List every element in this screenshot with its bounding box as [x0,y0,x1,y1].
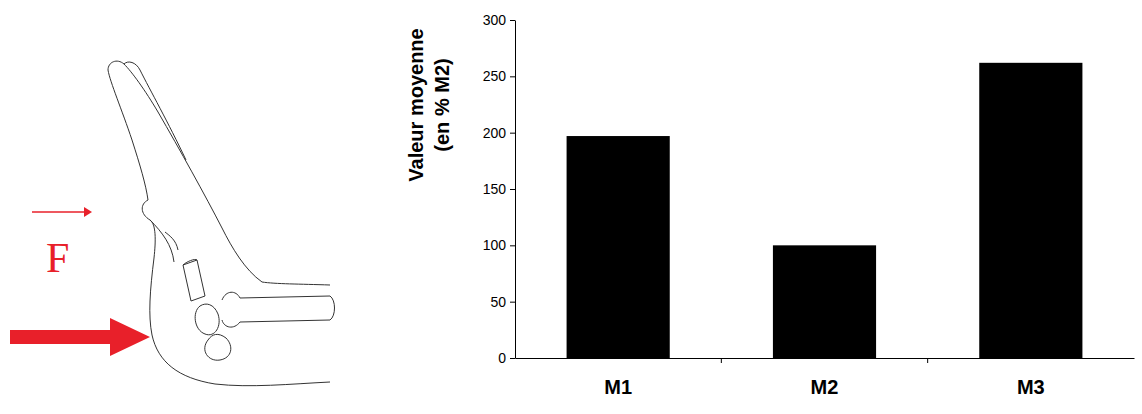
hand-illustration [10,61,335,386]
y-axis: 0 50 100 150 200 250 300 [483,12,516,366]
x-tick: M1 [604,358,632,398]
vector-arrowhead [84,207,92,217]
thumb-crease [165,232,178,250]
bone [183,260,205,301]
y-tick-mark [510,245,515,246]
y-tick-label: 0 [498,350,506,366]
bone [183,259,197,265]
x-tick: M2 [811,358,839,398]
category-divider [927,358,928,363]
y-tick: 150 [483,181,515,197]
x-axis-line [516,358,1135,359]
y-tick-label: 200 [483,125,507,141]
bone [330,296,335,320]
y-tick-label: 50 [490,294,506,310]
y-tick: 250 [483,68,515,84]
x-tick-label: M1 [604,376,632,398]
chart: F 0 50 100 150 200 250 300 M1 M2 M3 Valeur moyenne(… [0,0,1142,414]
bar [567,136,670,358]
y-tick-mark [510,302,515,303]
y-tick-mark [510,76,515,77]
y-tick: 50 [490,294,515,310]
y-tick: 100 [483,237,515,253]
y-tick: 200 [483,125,515,141]
y-axis-title-line: (en % M2) [431,58,453,151]
vector-arrow [32,211,86,213]
x-axis: M1 M2 M3 [516,358,1135,398]
thumb-line [150,220,174,262]
bone [205,334,231,360]
x-tick-label: M2 [811,376,839,398]
bar [979,63,1082,358]
force-arrow [10,318,150,356]
x-tick: M3 [1017,358,1045,398]
y-tick-label: 250 [483,68,507,84]
bone [195,304,219,335]
y-tick-label: 100 [483,237,507,253]
bars [567,63,1083,358]
y-tick-mark [510,358,515,359]
x-tick-label: M3 [1017,376,1045,398]
category-divider [721,358,722,363]
y-tick-label: 150 [483,181,507,197]
annotation: F [46,235,69,281]
y-axis-title-line: Valeur moyenne [405,28,427,181]
y-axis-title: Valeur moyenne(en % M2) [405,28,453,181]
finger-line [124,62,186,160]
y-tick-mark [510,189,515,190]
y-tick: 300 [483,12,515,28]
y-tick-label: 300 [483,12,507,28]
y-tick: 0 [498,350,515,366]
bar [773,245,876,358]
y-tick-mark [510,20,515,21]
bone [222,292,330,327]
y-axis-line [515,21,516,359]
y-tick-mark [510,133,515,134]
